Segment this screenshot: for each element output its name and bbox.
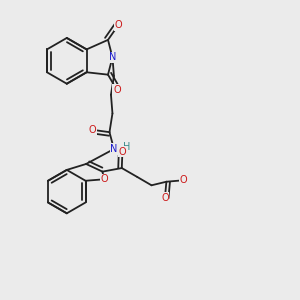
Text: H: H: [123, 142, 130, 152]
Text: O: O: [118, 147, 126, 157]
Text: O: O: [115, 20, 122, 30]
Text: O: O: [161, 193, 169, 203]
Text: N: N: [109, 52, 116, 62]
Text: O: O: [180, 175, 188, 185]
Text: O: O: [113, 85, 121, 95]
Text: O: O: [88, 125, 96, 135]
Text: N: N: [110, 144, 118, 154]
Text: O: O: [100, 174, 108, 184]
